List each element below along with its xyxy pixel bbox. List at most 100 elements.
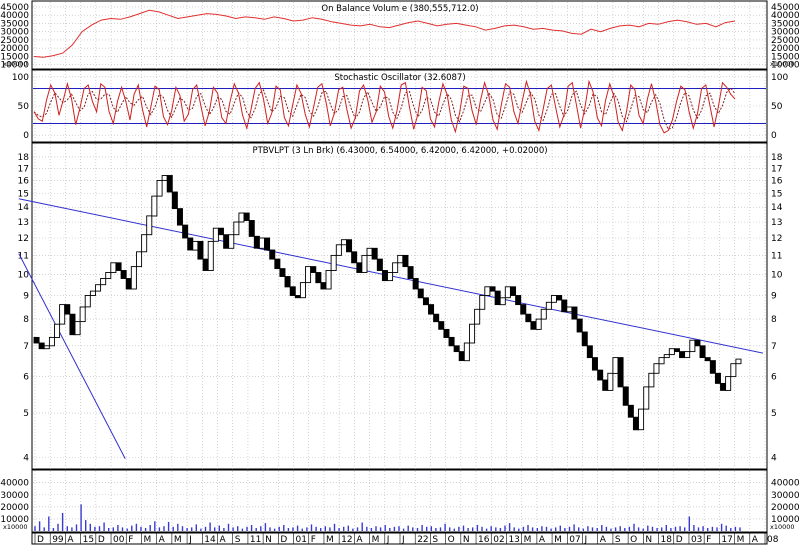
price-up-box [638, 408, 645, 431]
price-down-box [202, 258, 209, 271]
price-panel-frame [31, 142, 768, 470]
price-up-box [79, 306, 86, 323]
price-down-box [289, 286, 296, 296]
price-up-box [110, 262, 117, 273]
y-tick-label-right: 10000 [771, 515, 800, 525]
price-panel: 4 4 5 5 6 6 7 7 8 8 9 9 10 10 11 11 12 12 13 13 14 14 15 15 16 16… [18, 142, 783, 470]
price-down-box [417, 288, 424, 299]
y-tick-label-right: 4 [771, 454, 777, 464]
price-up-box [299, 282, 306, 299]
y-tick-label-right: 15 [771, 189, 782, 199]
price-down-box [586, 345, 593, 359]
x-tick-label: 13 [508, 535, 519, 545]
price-down-box [294, 295, 301, 299]
y-tick-label-left: 20000 [0, 44, 29, 54]
y-tick-label-right: 7 [771, 342, 777, 352]
y-tick-label-left: 13 [18, 218, 29, 228]
y-tick-label-left: 15000 [0, 52, 29, 62]
price-up-box [212, 227, 219, 242]
volume-unit-label-left: x10000 [3, 523, 28, 531]
price-up-box [43, 345, 50, 350]
y-tick-label-right: 13 [771, 218, 782, 228]
obv-series-line [33, 9, 736, 58]
obv-title: On Balance Volum e (380,555,712.0) [321, 4, 478, 14]
y-tick-label-right: 35000 [771, 19, 800, 29]
y-tick-label-left: 40000 [0, 479, 29, 489]
price-down-box [602, 379, 609, 391]
y-tick-label-right: 10 [771, 270, 783, 280]
x-tick-label: A [356, 535, 363, 545]
price-up-box [105, 272, 112, 279]
price-up-box [258, 237, 265, 249]
price-up-box [566, 306, 573, 313]
obv-unit-label-left: x10000 [3, 60, 28, 68]
y-tick-label-right: 20000 [771, 503, 800, 513]
price-down-box [120, 270, 127, 279]
y-tick-label-right: 40000 [771, 479, 800, 489]
x-tick-label: D [98, 535, 105, 545]
price-down-box [284, 276, 291, 288]
price-up-box [161, 175, 168, 181]
x-tick-label: J [401, 535, 405, 545]
x-tick-label: 16 [478, 535, 490, 545]
y-tick-label-left: 14 [18, 203, 30, 213]
x-axis-frame [31, 532, 768, 545]
price-down-box [571, 306, 578, 320]
y-tick-label-left: 20000 [0, 503, 29, 513]
y-tick-label-right: 17 [771, 164, 782, 174]
y-tick-label-right: 12 [771, 234, 782, 244]
x-tick-label: 00 [113, 535, 125, 545]
x-tick-label: M [174, 535, 182, 545]
x-tick-label: M [737, 535, 745, 545]
price-up-box [663, 354, 670, 359]
price-down-box [248, 220, 255, 237]
y-tick-label-left: 7 [23, 342, 29, 352]
y-tick-label-left: 4 [23, 454, 29, 464]
volume-panel: 10000 10000 20000 20000 30000 30000 40000 40000… [0, 469, 800, 533]
price-down-box [443, 328, 450, 338]
price-down-box [274, 258, 281, 270]
price-down-box [264, 237, 271, 251]
y-tick-label-left: 6 [23, 373, 29, 383]
y-tick-label-left: 30000 [0, 28, 29, 38]
price-down-box [530, 321, 537, 330]
price-down-box [699, 345, 706, 359]
price-down-box [433, 313, 440, 323]
price-down-box [714, 372, 721, 384]
x-tick-label: 11 [250, 535, 261, 545]
price-down-box [315, 272, 322, 284]
x-tick-label: M [372, 535, 380, 545]
price-down-box [310, 266, 317, 273]
price-down-box [351, 251, 358, 264]
y-tick-label-left: 8 [23, 315, 29, 325]
y-tick-label-right: 5 [771, 409, 777, 419]
x-tick-label: 07 [569, 535, 580, 545]
y-tick-label-right: 30000 [771, 491, 800, 501]
price-down-box [458, 351, 465, 362]
price-up-box [141, 234, 148, 253]
x-tick-label: 17 [721, 535, 732, 545]
y-tick-label-left: 45000 [0, 3, 29, 13]
x-tick-label: A [600, 535, 607, 545]
price-up-box [54, 323, 61, 338]
price-down-box [438, 321, 445, 330]
price-down-box [33, 336, 40, 344]
x-tick-label: O [448, 535, 455, 545]
price-down-box [356, 262, 363, 273]
price-up-box [48, 336, 55, 347]
x-tick-label: 01 [296, 535, 307, 545]
price-up-box [89, 290, 96, 296]
price-up-box [484, 286, 491, 296]
y-tick-label-right: 45000 [771, 3, 800, 13]
price-down-box [171, 191, 178, 210]
x-tick-label: N [265, 535, 272, 545]
y-tick-label-right: 15000 [771, 52, 800, 62]
y-tick-label-right: 14 [771, 203, 783, 213]
price-down-box [371, 247, 378, 260]
x-tick-label: A [220, 535, 227, 545]
y-tick-label-left: 18 [18, 153, 30, 163]
obv-panel-frame [31, 0, 768, 70]
x-tick-label: 15 [83, 535, 94, 545]
price-down-box [166, 175, 173, 193]
x-tick-label: S [235, 535, 241, 545]
